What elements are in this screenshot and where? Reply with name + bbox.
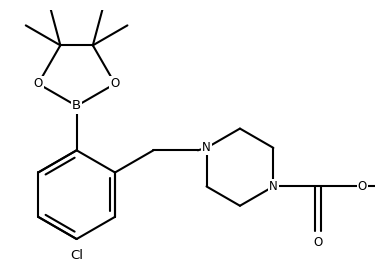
Text: N: N bbox=[202, 141, 211, 154]
Text: B: B bbox=[72, 99, 81, 112]
Text: O: O bbox=[33, 77, 43, 90]
Text: Cl: Cl bbox=[70, 249, 83, 262]
Text: O: O bbox=[358, 180, 367, 193]
Text: O: O bbox=[111, 77, 120, 90]
Text: O: O bbox=[313, 236, 322, 249]
Text: N: N bbox=[269, 180, 278, 193]
